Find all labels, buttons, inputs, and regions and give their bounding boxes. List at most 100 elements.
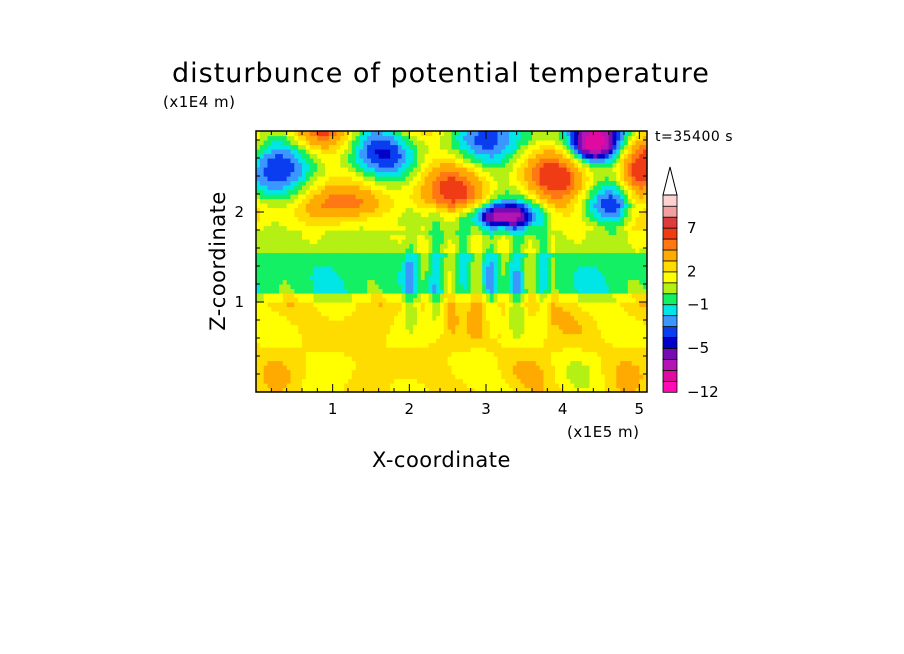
field-cell (309, 153, 315, 159)
field-cell (551, 203, 556, 209)
field-cell (263, 216, 269, 222)
field-cell (271, 234, 276, 240)
field-cell (466, 302, 472, 308)
field-cell (578, 153, 583, 159)
field-cell (512, 153, 518, 159)
field-cell (259, 257, 265, 263)
field-cell (302, 360, 307, 366)
field-cell (351, 149, 357, 155)
field-cell (459, 230, 464, 236)
field-cell (302, 297, 307, 303)
field-cell (516, 212, 522, 218)
field-cell (378, 140, 384, 146)
field-cell (340, 369, 345, 375)
field-cell (321, 149, 326, 155)
field-cell (290, 302, 295, 308)
field-cell (489, 252, 495, 258)
field-cell (386, 297, 391, 303)
field-cell (401, 180, 407, 186)
field-cell (509, 189, 514, 195)
field-cell (282, 297, 288, 303)
field-cell (440, 225, 445, 231)
field-cell (555, 279, 560, 285)
field-cell (578, 275, 583, 281)
field-cell (459, 297, 464, 303)
field-cell (340, 234, 345, 240)
field-cell (290, 135, 295, 141)
field-cell (317, 216, 322, 222)
field-cell (340, 144, 345, 150)
field-cell (355, 189, 361, 195)
field-cell (474, 207, 479, 213)
field-cell (459, 176, 464, 182)
field-cell (305, 248, 311, 254)
field-cell (505, 144, 510, 150)
field-cell (267, 225, 272, 231)
field-cell (405, 176, 410, 182)
field-cell (486, 257, 491, 263)
field-cell (512, 374, 518, 380)
field-cell (332, 131, 338, 137)
field-cell (512, 234, 518, 240)
field-cell (512, 149, 518, 155)
field-cell (520, 189, 525, 195)
field-cell (520, 306, 525, 312)
field-cell (256, 257, 261, 263)
field-cell (401, 279, 407, 285)
field-cell (428, 288, 433, 294)
field-cell (558, 387, 564, 392)
field-cell (509, 261, 514, 267)
field-cell (466, 234, 472, 240)
field-cell (374, 140, 380, 146)
field-cell (478, 225, 483, 231)
field-cell (539, 311, 545, 317)
field-cell (275, 266, 280, 272)
field-cell (574, 338, 579, 344)
field-cell (351, 194, 357, 200)
field-cell (424, 311, 430, 317)
field-cell (340, 329, 345, 335)
field-cell (378, 216, 384, 222)
field-cell (294, 311, 299, 317)
field-cell (528, 230, 533, 236)
field-cell (516, 153, 522, 159)
field-cell (371, 275, 376, 281)
field-cell (489, 342, 495, 348)
field-cell (417, 311, 422, 317)
field-cell (543, 333, 548, 339)
field-cell (543, 144, 548, 150)
field-cell (355, 167, 361, 173)
field-cell (378, 338, 384, 344)
field-cell (313, 180, 318, 186)
field-cell (409, 153, 414, 159)
field-cell (428, 302, 433, 308)
field-cell (359, 180, 364, 186)
field-cell (413, 275, 418, 281)
field-cell (562, 306, 568, 312)
field-cell (256, 144, 261, 150)
field-cell (294, 365, 299, 371)
field-cell (401, 212, 407, 218)
field-cell (551, 212, 556, 218)
field-cell (455, 252, 460, 258)
field-cell (505, 176, 510, 182)
field-cell (509, 270, 514, 276)
field-cell (386, 293, 391, 299)
field-cell (313, 356, 318, 362)
field-cell (486, 243, 491, 249)
field-cell (478, 320, 483, 326)
field-cell (275, 189, 280, 195)
field-cell (317, 198, 322, 204)
field-cell (443, 225, 449, 231)
field-cell (574, 351, 579, 357)
field-cell (344, 297, 349, 303)
field-cell (497, 360, 502, 366)
field-cell (317, 378, 322, 384)
field-cell (267, 293, 272, 299)
field-cell (535, 257, 541, 263)
field-cell (340, 252, 345, 258)
field-cell (282, 216, 288, 222)
field-cell (378, 185, 384, 191)
field-cell (486, 293, 491, 299)
field-cell (355, 387, 361, 392)
